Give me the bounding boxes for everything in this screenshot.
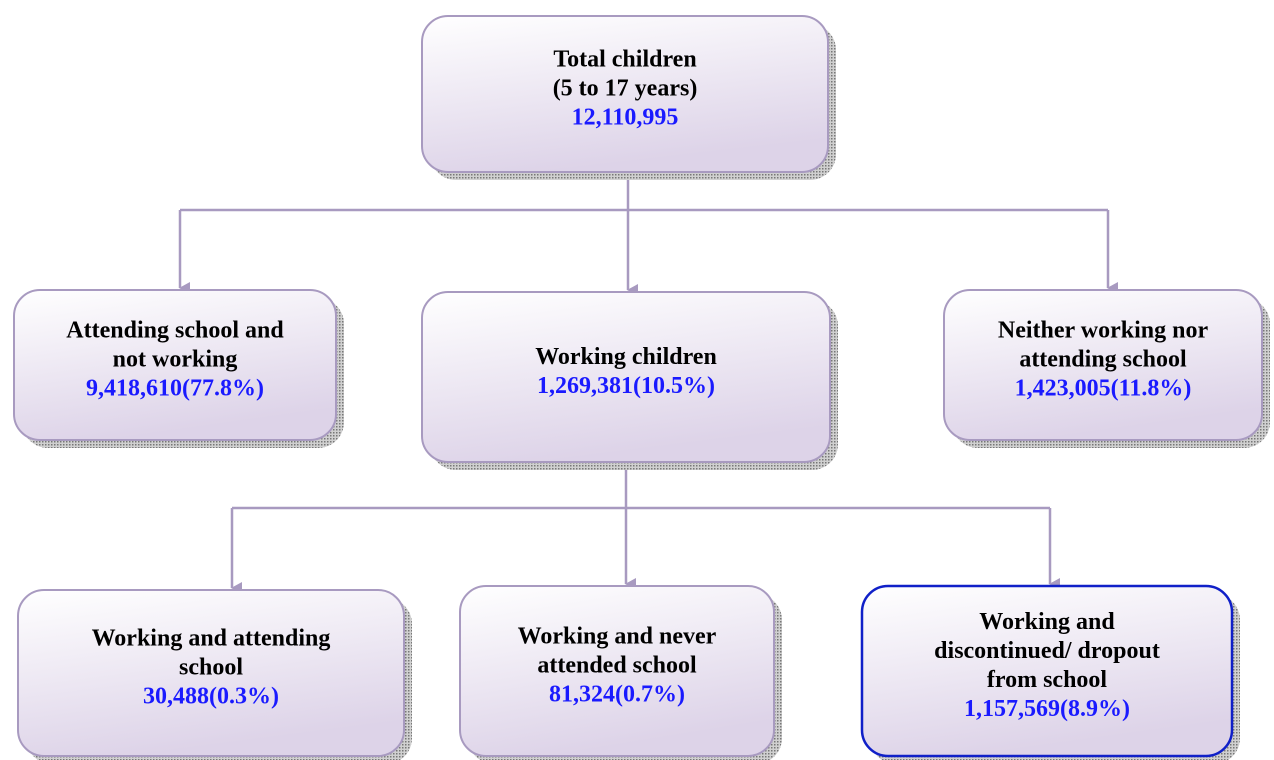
node: Working and attending school 30,488(0.3%) bbox=[17, 589, 412, 760]
node-box bbox=[421, 291, 831, 463]
node-box bbox=[459, 585, 775, 757]
node: Neither working nor attending school 1,423… bbox=[943, 289, 1270, 448]
node-label: not working bbox=[113, 347, 238, 373]
node-label: Neither working nor bbox=[998, 318, 1209, 344]
node-box bbox=[860, 584, 1234, 758]
node-label: school bbox=[179, 655, 243, 681]
node-box bbox=[17, 589, 405, 757]
node: Working and never attended school 81,324(0… bbox=[459, 585, 782, 760]
node-label: Working and bbox=[979, 609, 1115, 635]
node-value: 30,488(0.3%) bbox=[143, 684, 279, 710]
node-box bbox=[943, 289, 1263, 441]
node-value: 1,269,381(10.5%) bbox=[537, 373, 715, 399]
node-label: attending school bbox=[1019, 347, 1187, 373]
node: Working and discontinued/ dropout from sch… bbox=[860, 584, 1240, 760]
node-box bbox=[13, 289, 337, 441]
node: Total children (5 to 17 years) 12,110,995 bbox=[421, 15, 836, 180]
node: Working children 1,269,381(10.5%) bbox=[421, 291, 838, 470]
node-value: 1,423,005(11.8%) bbox=[1015, 376, 1192, 402]
node-value: 81,324(0.7%) bbox=[549, 682, 685, 708]
node-label: (5 to 17 years) bbox=[553, 76, 698, 102]
node-label: from school bbox=[987, 667, 1108, 693]
node-label: Working and attending bbox=[92, 626, 331, 652]
node-label: discontinued/ dropout bbox=[934, 638, 1160, 664]
node-label: Working children bbox=[535, 344, 717, 370]
node: Attending school and not working 9,418,610… bbox=[13, 289, 344, 448]
node-label: Total children bbox=[553, 47, 696, 73]
node-value: 9,418,610(77.8%) bbox=[86, 376, 264, 402]
node-value: 12,110,995 bbox=[572, 105, 679, 131]
nodes: Total children (5 to 17 years) 12,110,995 A… bbox=[13, 15, 1270, 760]
node-label: attended school bbox=[537, 653, 697, 679]
node-box bbox=[421, 15, 829, 173]
node-value: 1,157,569(8.9%) bbox=[964, 696, 1130, 722]
node-label: Working and never bbox=[518, 624, 717, 650]
node-label: Attending school and bbox=[66, 318, 284, 344]
